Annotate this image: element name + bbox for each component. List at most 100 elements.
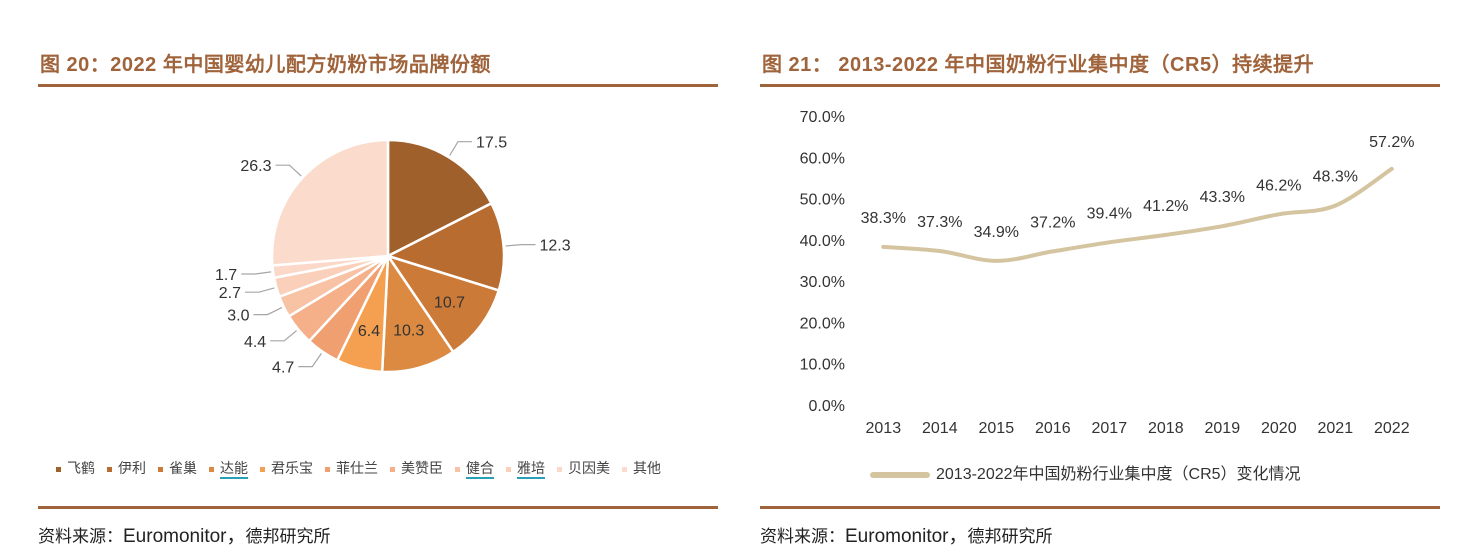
pie-value-label-3: 10.3 bbox=[393, 323, 424, 340]
pie-legend-label-10: 其他 bbox=[633, 461, 661, 477]
pie-value-label-4: 6.4 bbox=[358, 323, 380, 340]
pie-legend-label-2: 雀巢 bbox=[169, 461, 197, 477]
pie-legend-item-1: 伊利 bbox=[107, 458, 146, 478]
pie-slice-1 bbox=[384, 201, 506, 293]
pie-chart: 17.5 12.3 10.7 10.3 6.4 4.7 4.4 3.0 2.71.7 26.3 bbox=[215, 135, 571, 377]
left-bottom-rule bbox=[38, 506, 718, 509]
pie-slice-2 bbox=[384, 253, 501, 354]
y-tick-label-6: 60.0% bbox=[800, 150, 845, 167]
cr5-data-label-5: 41.2% bbox=[1143, 198, 1188, 215]
x-tick-label-6: 2019 bbox=[1205, 420, 1241, 437]
left-source-brand: Euromonitor， bbox=[123, 526, 246, 547]
pie-legend-swatch-1 bbox=[107, 466, 112, 472]
pie-legend-swatch-7 bbox=[455, 466, 460, 472]
pie-value-label-10: 26.3 bbox=[240, 158, 271, 175]
y-tick-label-2: 20.0% bbox=[800, 315, 845, 332]
pie-legend-swatch-9 bbox=[557, 466, 562, 472]
pie-legend-label-7: 健合 bbox=[466, 461, 494, 479]
y-tick-label-1: 10.0% bbox=[800, 357, 845, 374]
pie-leader-line-1 bbox=[505, 244, 536, 247]
line-chart: 0.0% 10.0% 20.0% 30.0% 40.0% 50.0% 60.0% 70.0% 2… bbox=[800, 109, 1415, 437]
pie-legend-swatch-6 bbox=[390, 466, 395, 472]
pie-slice-0 bbox=[386, 138, 494, 259]
left-source-prefix: 资料来源： bbox=[38, 527, 123, 547]
right-source-brand: Euromonitor， bbox=[845, 526, 968, 547]
right-bottom-rule bbox=[760, 506, 1440, 509]
pie-legend-label-4: 君乐宝 bbox=[271, 461, 313, 477]
x-tick-label-5: 2018 bbox=[1148, 420, 1184, 437]
pie-slice-3 bbox=[380, 252, 455, 374]
y-tick-label-4: 40.0% bbox=[800, 233, 845, 250]
pie-legend-item-5: 菲仕兰 bbox=[325, 458, 378, 478]
pie-legend-swatch-5 bbox=[325, 466, 330, 472]
right-title-rule bbox=[760, 84, 1440, 87]
y-tick-label-5: 50.0% bbox=[800, 192, 845, 209]
cr5-data-label-0: 38.3% bbox=[861, 210, 906, 227]
x-tick-label-0: 2013 bbox=[866, 420, 902, 437]
pie-legend-swatch-2 bbox=[158, 466, 163, 472]
pie-leader-line-10 bbox=[275, 164, 302, 177]
pie-legend-label-1: 伊利 bbox=[118, 461, 146, 477]
pie-slice-10 bbox=[270, 138, 390, 267]
x-tick-label-9: 2022 bbox=[1374, 420, 1410, 437]
pie-legend-label-0: 飞鹤 bbox=[67, 461, 95, 477]
pie-legend-swatch-8 bbox=[506, 466, 511, 472]
pie-legend-item-2: 雀巢 bbox=[158, 458, 197, 478]
left-source-suffix: 德邦研究所 bbox=[245, 527, 331, 547]
pie-legend-label-6: 美赞臣 bbox=[401, 461, 443, 477]
left-figure-title: 图 20：2022 年中国婴幼儿配方奶粉市场品牌份额 bbox=[40, 54, 491, 76]
pie-leader-line-9 bbox=[241, 271, 272, 275]
pie-value-label-6: 4.4 bbox=[244, 334, 266, 351]
pie-legend-item-10: 其他 bbox=[622, 458, 661, 478]
pie-value-label-7: 3.0 bbox=[227, 308, 249, 325]
left-source-note: 资料来源：Euromonitor，德邦研究所 bbox=[38, 521, 331, 548]
pie-value-label-2: 10.7 bbox=[434, 295, 465, 312]
line-legend-label: 2013-2022年中国奶粉行业集中度（CR5）变化情况 bbox=[936, 466, 1301, 483]
pie-legend-label-5: 菲仕兰 bbox=[336, 461, 378, 477]
cr5-data-label-4: 39.4% bbox=[1087, 205, 1132, 222]
pie-legend-swatch-10 bbox=[622, 466, 627, 472]
line-legend: 2013-2022年中国奶粉行业集中度（CR5）变化情况 bbox=[870, 460, 1301, 484]
pie-leader-line-6 bbox=[270, 330, 297, 342]
pie-legend-swatch-0 bbox=[56, 466, 61, 472]
pie-leader-line-0 bbox=[449, 141, 472, 156]
right-figure-panel: 图 21： 2013-2022 年中国奶粉行业集中度（CR5）持续提升 0.0%… bbox=[760, 0, 1440, 560]
left-figure-panel: 图 20：2022 年中国婴幼儿配方奶粉市场品牌份额 17.5 12.3 10.7 1… bbox=[38, 0, 718, 560]
x-tick-label-1: 2014 bbox=[922, 420, 958, 437]
x-tick-label-2: 2015 bbox=[979, 420, 1015, 437]
right-source-note: 资料来源：Euromonitor，德邦研究所 bbox=[760, 521, 1053, 548]
pie-legend-item-4: 君乐宝 bbox=[260, 458, 313, 478]
pie-legend-item-7: 健合 bbox=[455, 458, 494, 479]
pie-legend-label-3: 达能 bbox=[220, 461, 248, 479]
cr5-data-label-3: 37.2% bbox=[1030, 214, 1075, 231]
pie-legend-swatch-3 bbox=[209, 466, 214, 472]
pie-legend-item-8: 雅培 bbox=[506, 458, 545, 479]
cr5-data-label-7: 46.2% bbox=[1256, 177, 1301, 194]
x-tick-label-3: 2016 bbox=[1035, 420, 1071, 437]
y-tick-label-0: 0.0% bbox=[809, 398, 845, 415]
pie-legend-label-9: 贝因美 bbox=[568, 461, 610, 477]
right-source-suffix: 德邦研究所 bbox=[967, 527, 1053, 547]
pie-legend-swatch-4 bbox=[260, 466, 265, 472]
cr5-data-label-1: 37.3% bbox=[917, 214, 962, 231]
pie-legend-item-0: 飞鹤 bbox=[56, 458, 95, 478]
y-tick-label-3: 30.0% bbox=[800, 274, 845, 291]
pie-value-label-1: 12.3 bbox=[540, 238, 571, 255]
pie-legend-item-9: 贝因美 bbox=[557, 458, 610, 478]
cr5-data-label-8: 48.3% bbox=[1313, 169, 1358, 186]
x-tick-label-4: 2017 bbox=[1092, 420, 1128, 437]
right-source-prefix: 资料来源： bbox=[760, 527, 845, 547]
pie-leader-line-5 bbox=[298, 353, 322, 368]
pie-value-label-8: 2.7 bbox=[219, 285, 241, 302]
pie-legend: 飞鹤 伊利 雀巢 达能 君乐宝 菲仕兰 美赞臣 健合 雅培 贝因美 其他 bbox=[56, 458, 673, 479]
line-legend-swatch bbox=[870, 471, 930, 478]
cr5-data-label-6: 43.3% bbox=[1200, 189, 1245, 206]
pie-legend-item-6: 美赞臣 bbox=[390, 458, 443, 478]
left-title-rule bbox=[38, 84, 718, 87]
pie-value-label-5: 4.7 bbox=[272, 360, 294, 377]
cr5-series-line bbox=[881, 166, 1394, 263]
pie-value-label-0: 17.5 bbox=[476, 135, 507, 152]
y-tick-label-7: 70.0% bbox=[800, 109, 845, 126]
pie-leader-line-7 bbox=[253, 307, 283, 316]
x-tick-label-8: 2021 bbox=[1318, 420, 1354, 437]
